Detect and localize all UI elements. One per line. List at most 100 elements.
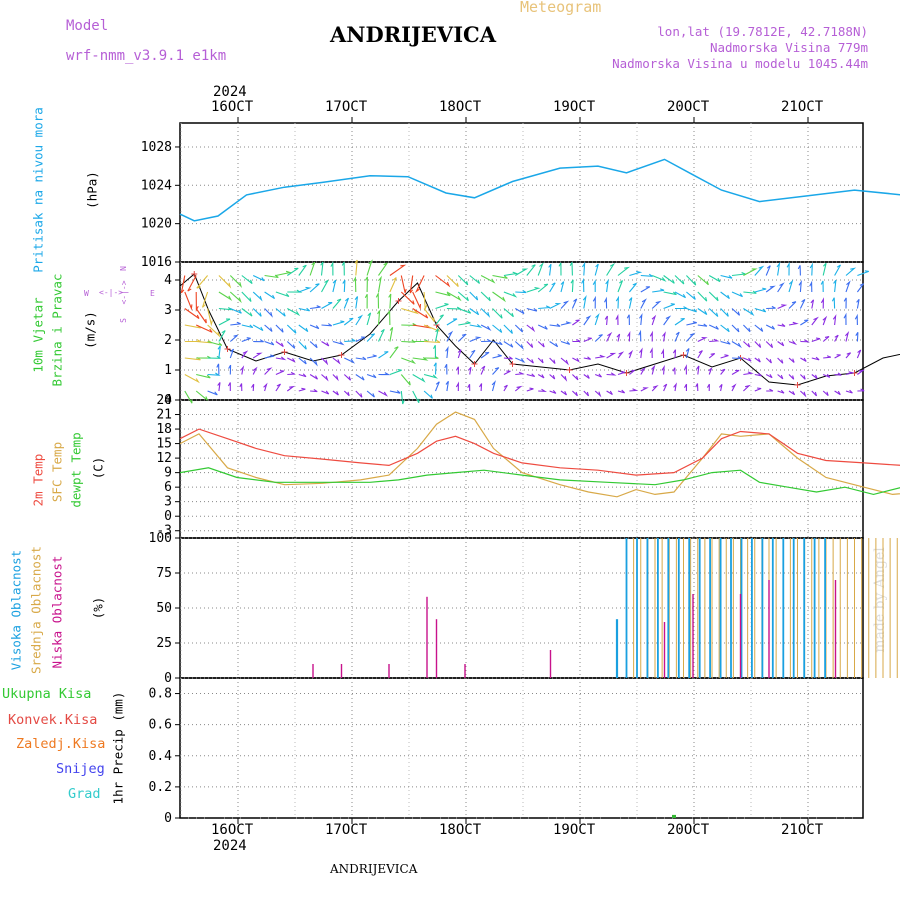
wind-arrow-416 bbox=[777, 389, 785, 394]
ytick-label-t-1: 0 bbox=[164, 509, 172, 524]
wind-arrow-58 bbox=[264, 354, 275, 359]
wind-arrow-435 bbox=[800, 339, 810, 343]
wind-arrow-377 bbox=[720, 368, 726, 375]
day-label-bottom-5: 21OCT bbox=[781, 822, 824, 838]
wind-arrow-208 bbox=[479, 383, 483, 392]
wind-arrow-289 bbox=[594, 373, 602, 378]
wind-arrow-14 bbox=[195, 291, 199, 312]
wind-arrow-54 bbox=[252, 291, 263, 302]
wind-arrow-59 bbox=[264, 340, 275, 346]
cloud-bar-131 bbox=[688, 538, 691, 678]
wind-arrow-95 bbox=[309, 261, 316, 276]
wind-arrow-399 bbox=[743, 268, 758, 276]
wind-arrow-315 bbox=[627, 330, 631, 342]
wind-arrow-100 bbox=[321, 323, 332, 327]
wind-arrow-395 bbox=[743, 341, 751, 348]
wind-arrow-112 bbox=[343, 390, 350, 397]
wind-arrow-331 bbox=[649, 330, 653, 342]
wind-arrow-70 bbox=[275, 291, 290, 298]
wind-arrow-336 bbox=[663, 383, 668, 392]
ytick-label-c-3: 75 bbox=[156, 566, 172, 581]
wind-arrow-226 bbox=[503, 356, 513, 360]
wind-arrow-94 bbox=[309, 283, 320, 293]
wind-arrow-223 bbox=[492, 274, 508, 279]
wind-arrow-463 bbox=[834, 264, 841, 276]
wind-arrow-23 bbox=[196, 275, 209, 289]
wind-arrow-188 bbox=[446, 318, 458, 326]
wind-arrow-37 bbox=[230, 307, 242, 314]
wind-arrow-64 bbox=[275, 383, 281, 392]
ytick-label-w-1: 1 bbox=[164, 363, 172, 378]
wind-arrow-34 bbox=[229, 348, 235, 359]
wind-arrow-402 bbox=[754, 357, 761, 363]
wind-arrow-422 bbox=[777, 282, 785, 293]
wind-arrow-260 bbox=[549, 323, 561, 327]
wind-arrow-299 bbox=[606, 331, 613, 342]
cloud-bar-134 bbox=[719, 538, 722, 678]
wind-arrow-456 bbox=[834, 390, 841, 396]
day-label-bottom-4: 20OCT bbox=[667, 822, 710, 838]
wind-arrow-73 bbox=[287, 371, 295, 376]
wind-arrow-128 bbox=[366, 390, 375, 398]
wind-arrow-221 bbox=[492, 308, 503, 319]
wind-arrow-144 bbox=[389, 390, 401, 394]
ytick-label-p-2: 1024 bbox=[141, 178, 172, 193]
wind-arrow-319 bbox=[629, 270, 643, 277]
wind-arrow-312 bbox=[629, 388, 639, 392]
wind-arrow-93 bbox=[310, 305, 321, 310]
wind-dir-arrow-h: <-|-> bbox=[99, 288, 124, 297]
cloud-bar-126 bbox=[636, 538, 638, 678]
wind-gust-marker-7 bbox=[338, 352, 345, 358]
wind-arrow-118 bbox=[342, 279, 346, 293]
wind-arrow-349 bbox=[675, 306, 688, 310]
wind-arrow-447 bbox=[809, 262, 813, 276]
panel-frame-p bbox=[179, 122, 864, 263]
wind-arrow-97 bbox=[321, 374, 329, 382]
wind-arrow-388 bbox=[731, 324, 740, 333]
wind-arrow-5 bbox=[184, 308, 200, 319]
wind-arrow-245 bbox=[526, 307, 538, 312]
wind-arrow-430 bbox=[788, 279, 794, 293]
wind-arrow-145 bbox=[389, 369, 402, 376]
wind-arrow-454 bbox=[820, 280, 824, 293]
wind-arrow-146 bbox=[389, 346, 399, 359]
wind-arrow-364 bbox=[697, 323, 708, 327]
wind-arrow-304 bbox=[617, 389, 625, 394]
wind-arrow-204 bbox=[469, 323, 483, 328]
wind-arrow-231 bbox=[503, 271, 519, 277]
wind-arrow-99 bbox=[321, 341, 330, 347]
cloud-bar-183 bbox=[464, 664, 466, 678]
wind-arrow-313 bbox=[629, 369, 635, 375]
wind-arrow-178 bbox=[433, 345, 437, 359]
wind-arrow-270 bbox=[560, 281, 565, 293]
wind-arrow-173 bbox=[423, 308, 435, 322]
wind-arrow-227 bbox=[503, 341, 514, 348]
wind-arrow-39 bbox=[229, 275, 243, 288]
ytick-label-r-3: 0.6 bbox=[149, 718, 172, 733]
wind-arrow-225 bbox=[503, 370, 511, 375]
wind-arrow-441 bbox=[811, 374, 818, 380]
wind-arrow-209 bbox=[480, 365, 486, 375]
wind-arrow-369 bbox=[708, 367, 713, 375]
day-label-top-2: 18OCT bbox=[439, 99, 482, 115]
wind-arrow-257 bbox=[549, 374, 556, 380]
wind-arrow-287 bbox=[581, 261, 586, 276]
wind-arrow-356 bbox=[686, 321, 697, 326]
wind-arrow-71 bbox=[275, 270, 293, 277]
wind-arrow-109 bbox=[332, 298, 342, 309]
wind-arrow-409 bbox=[765, 374, 773, 379]
wind-arrow-376 bbox=[718, 384, 723, 392]
wind-arrow-417 bbox=[777, 374, 784, 380]
wind-arrow-339 bbox=[662, 331, 666, 342]
ytick-label-t-7: 18 bbox=[156, 422, 172, 437]
wind-arrow-259 bbox=[549, 341, 559, 348]
wind-arrow-47 bbox=[241, 275, 253, 285]
wind-arrow-425 bbox=[788, 374, 795, 380]
wind-arrow-130 bbox=[366, 354, 377, 359]
wind-arrow-344 bbox=[673, 382, 677, 392]
wind-arrow-405 bbox=[754, 307, 767, 313]
wind-arrow-241 bbox=[526, 373, 536, 378]
cloud-bar-136 bbox=[740, 538, 743, 678]
wind-arrow-60 bbox=[264, 324, 273, 332]
cloud-bar-138 bbox=[761, 538, 764, 678]
